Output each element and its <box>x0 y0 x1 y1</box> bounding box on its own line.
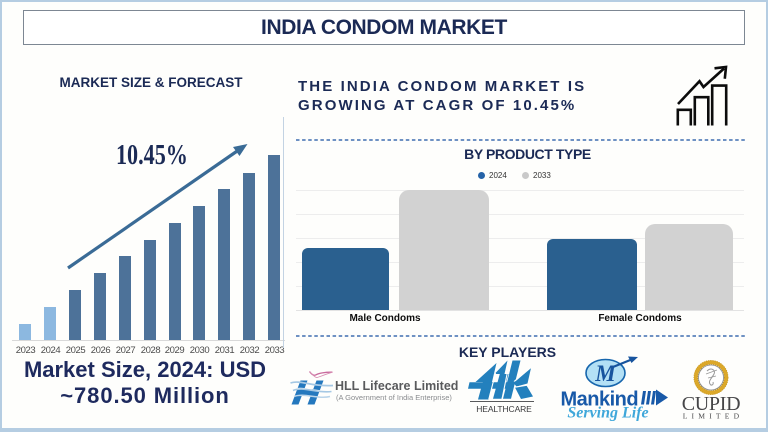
svg-text:M: M <box>594 361 617 386</box>
svg-text:LIMITED: LIMITED <box>683 412 744 421</box>
svg-text:CUPID: CUPID <box>682 393 741 415</box>
svg-text:Serving Life: Serving Life <box>567 405 648 422</box>
svg-text:Mankind: Mankind <box>561 389 639 411</box>
